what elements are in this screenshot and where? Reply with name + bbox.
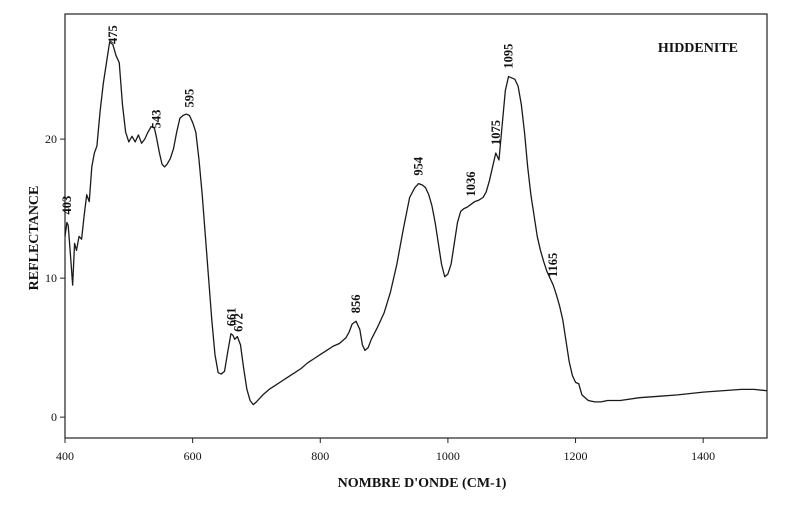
chart-title: HIDDENITE	[658, 41, 738, 56]
peak-label-856: 856	[349, 294, 363, 313]
series-layer	[64, 41, 768, 406]
reflectance-series-line	[64, 41, 768, 406]
peak-label-1075: 1075	[489, 120, 503, 145]
plot-border	[64, 13, 768, 439]
x-tick-label: 1200	[564, 449, 588, 463]
peak-label-595: 595	[182, 89, 196, 108]
x-axis-title: NOMBRE D'ONDE (CM-1)	[338, 476, 507, 491]
y-axis-title: REFLECTANCE	[27, 186, 42, 291]
y-tick-label: 20	[45, 132, 57, 146]
peak-label-954: 954	[412, 156, 426, 176]
peak-label-661: 661	[225, 307, 239, 326]
peak-label-1095: 1095	[502, 44, 516, 69]
plot-frame	[64, 13, 768, 439]
x-tick-label: 800	[311, 449, 329, 463]
x-tick-label: 600	[184, 449, 202, 463]
x-tick-label: 1000	[436, 449, 460, 463]
y-tick-label: 0	[51, 410, 57, 424]
peak-label-543: 543	[149, 110, 163, 129]
y-tick-label: 10	[45, 271, 57, 285]
peak-label-403: 403	[60, 196, 74, 215]
peak-label-1036: 1036	[464, 171, 478, 196]
axis-ticks: 400 600 800 1000 1200 1400 0 10 20	[45, 132, 715, 463]
peak-label-475: 475	[106, 25, 120, 44]
x-tick-label: 400	[56, 449, 74, 463]
peak-label-672: 672	[232, 313, 246, 332]
x-tick-label: 1400	[691, 449, 715, 463]
peak-label-1165: 1165	[546, 253, 560, 277]
